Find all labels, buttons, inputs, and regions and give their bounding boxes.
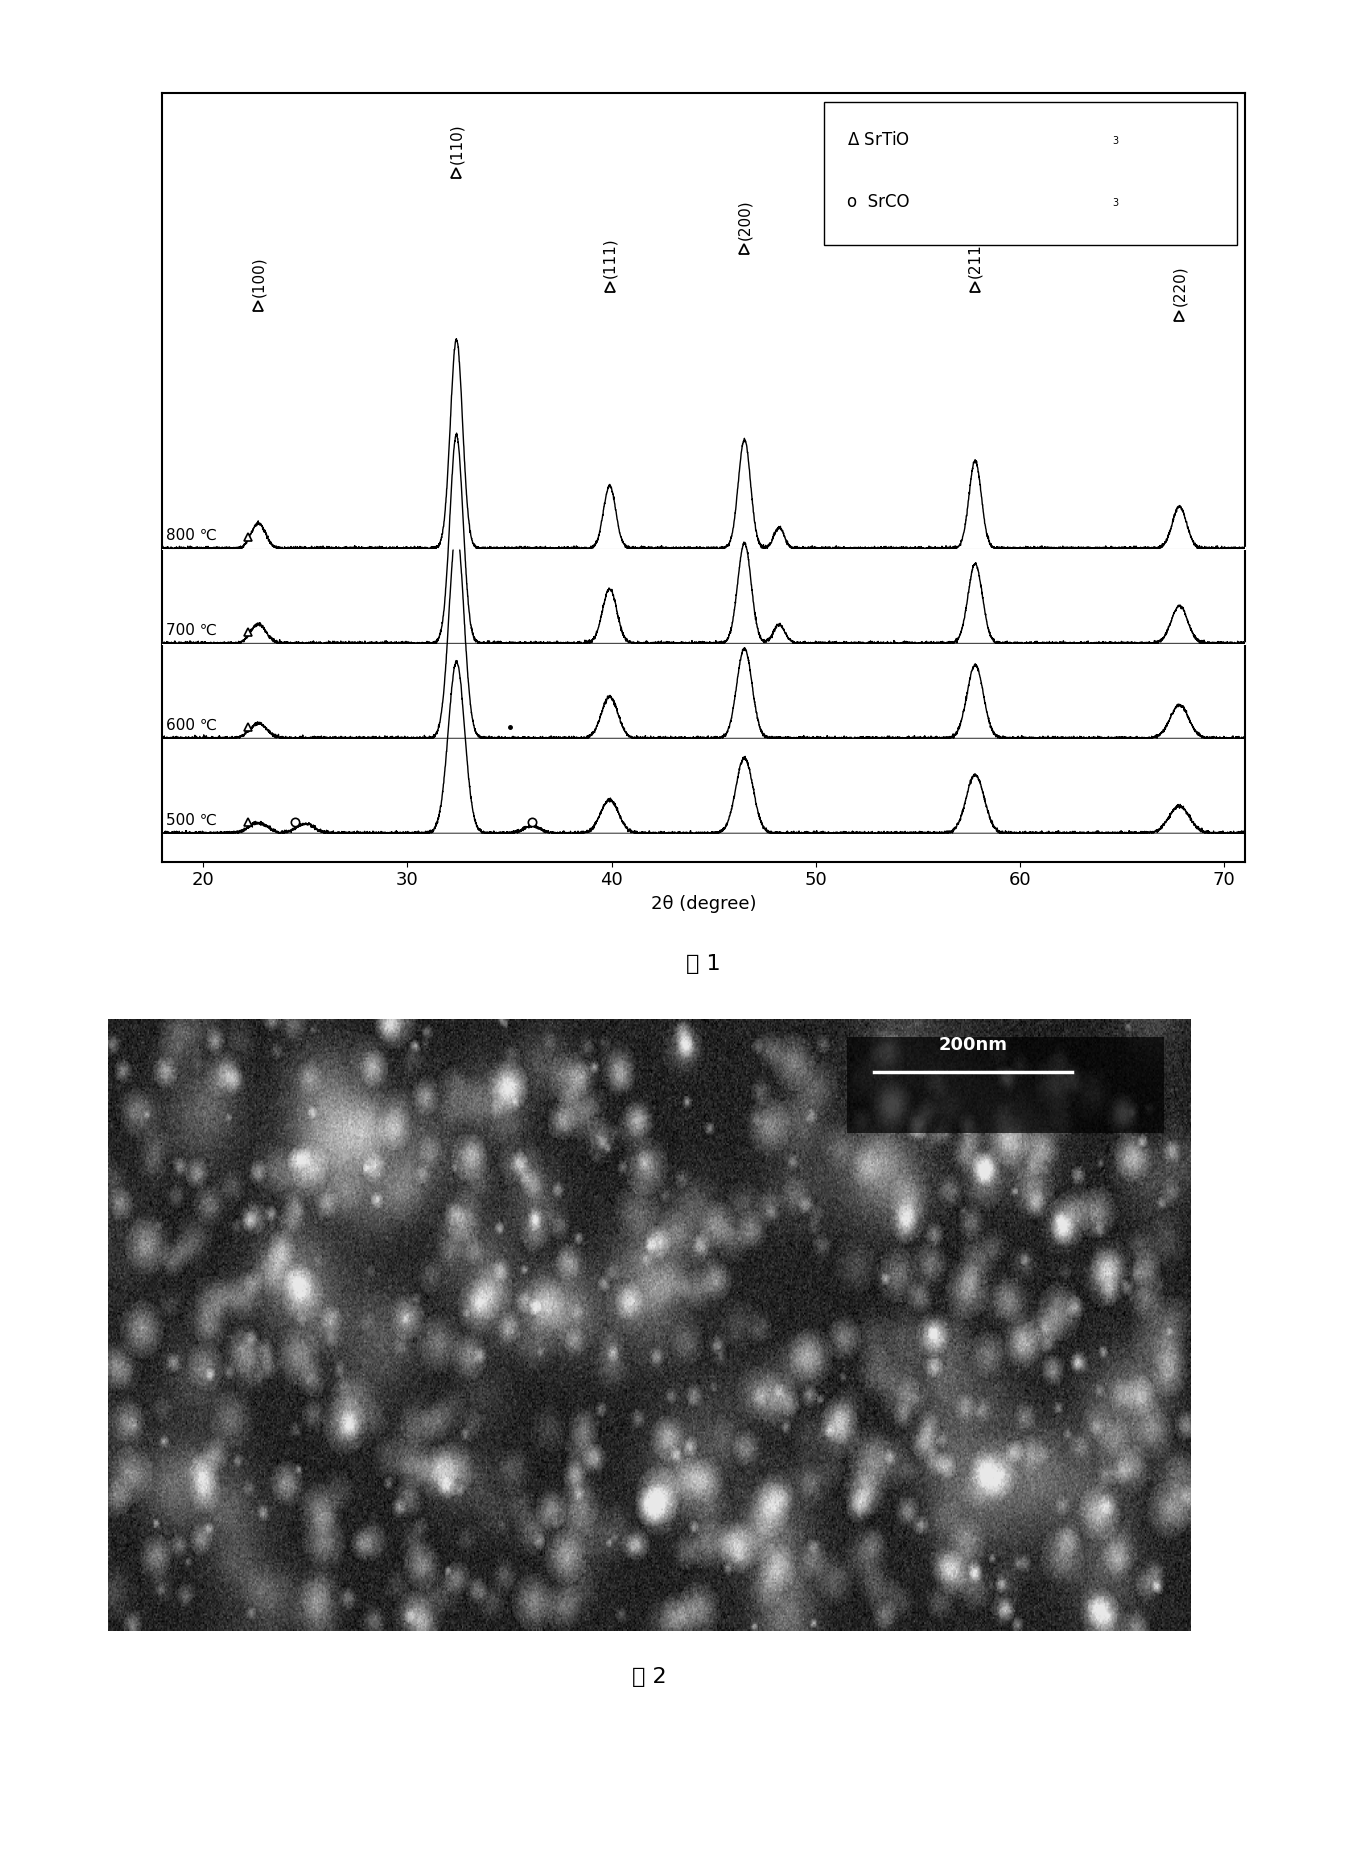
Text: (211): (211) (967, 237, 982, 278)
Text: 图 2: 图 2 (632, 1668, 667, 1688)
Text: 800 ℃: 800 ℃ (166, 528, 218, 543)
Text: 700 ℃: 700 ℃ (166, 623, 218, 637)
Text: (111): (111) (602, 237, 617, 278)
Text: o  SrCO: o SrCO (847, 193, 909, 211)
Text: (110): (110) (449, 124, 464, 163)
Text: $_3$: $_3$ (1112, 133, 1119, 146)
FancyBboxPatch shape (824, 102, 1237, 245)
Text: o  SrCO: o SrCO (847, 193, 909, 211)
Text: $\Delta$ SrTiO: $\Delta$ SrTiO (847, 132, 909, 148)
Bar (847, 1036, 1164, 1132)
Text: 200nm: 200nm (939, 1036, 1008, 1054)
Text: (200): (200) (737, 198, 752, 239)
Text: $_3$: $_3$ (1112, 133, 1119, 146)
X-axis label: 2θ (degree): 2θ (degree) (651, 895, 756, 914)
Text: $_3$: $_3$ (1112, 195, 1119, 209)
Text: 500 ℃: 500 ℃ (166, 812, 218, 828)
Text: (220): (220) (1172, 265, 1187, 306)
Text: 600 ℃: 600 ℃ (166, 717, 218, 732)
Text: $_3$: $_3$ (1112, 195, 1119, 209)
Text: (100): (100) (250, 256, 265, 296)
Text: 图 1: 图 1 (686, 954, 721, 975)
Text: $\Delta$ SrTiO: $\Delta$ SrTiO (847, 132, 909, 148)
